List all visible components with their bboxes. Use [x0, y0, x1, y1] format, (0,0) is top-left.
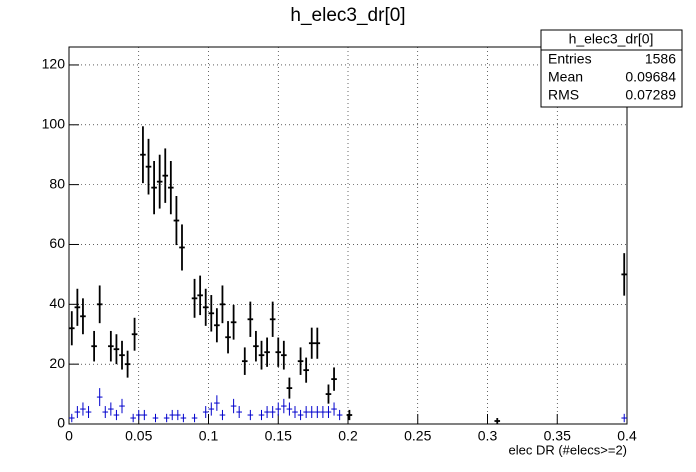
stats-title: h_elec3_dr[0]: [569, 31, 654, 47]
stats-value: 0.07289: [625, 87, 676, 103]
y-tick-label: 120: [42, 56, 66, 72]
stats-label: RMS: [548, 87, 579, 103]
x-axis-label: elec DR (#elecs>=2): [509, 442, 628, 457]
x-tick-label: 0.3: [478, 428, 498, 444]
x-tick-label: 0.2: [338, 428, 358, 444]
stats-label: Entries: [548, 51, 592, 67]
y-tick-label: 80: [49, 175, 65, 191]
x-tick-label: 0.1: [199, 428, 219, 444]
y-tick-label: 40: [49, 295, 65, 311]
stats-value: 1586: [645, 51, 676, 67]
y-tick-label: 60: [49, 235, 65, 251]
y-tick-label: 100: [42, 115, 66, 131]
stats-label: Mean: [548, 69, 583, 85]
x-tick-label: 0: [65, 428, 73, 444]
stats-value: 0.09684: [625, 69, 676, 85]
x-tick-label: 0.15: [265, 428, 292, 444]
x-tick-label: 0.25: [404, 428, 431, 444]
y-tick-label: 0: [57, 415, 65, 431]
chart-title: h_elec3_dr[0]: [290, 5, 405, 26]
x-tick-label: 0.05: [125, 428, 152, 444]
stats-box: h_elec3_dr[0] Entries 1586 Mean 0.09684 RMS 0…: [540, 29, 683, 108]
x-tick-label: 0.35: [544, 428, 571, 444]
x-tick-label: 0.4: [617, 428, 637, 444]
y-tick-label: 20: [49, 355, 65, 371]
